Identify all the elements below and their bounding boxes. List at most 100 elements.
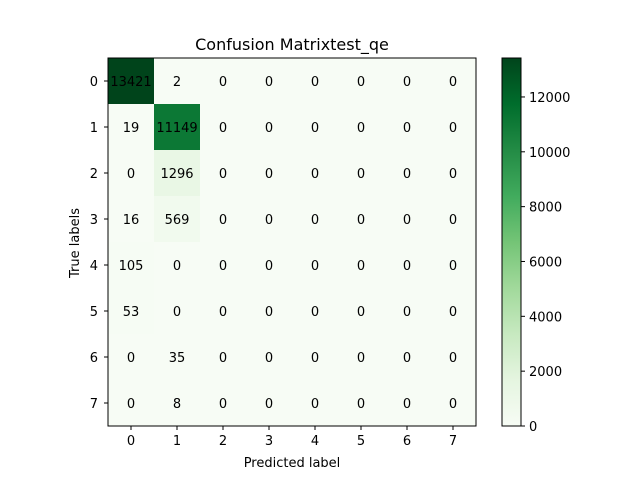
x-axis-ticks: 0 1 2 3 4 5 6 7 xyxy=(127,426,457,449)
cell-value-label: 0 xyxy=(357,213,365,228)
heatmap-cell xyxy=(338,196,385,243)
y-tick-label: 3 xyxy=(90,213,98,228)
heatmap-cell xyxy=(430,196,477,243)
y-tick-label: 7 xyxy=(90,397,98,412)
cell-value-label: 11149 xyxy=(156,121,197,136)
colorbar-tick-label: 2000 xyxy=(529,365,562,380)
cell-value-label: 0 xyxy=(265,305,273,320)
cell-value-label: 0 xyxy=(357,351,365,366)
y-tick-label: 1 xyxy=(90,121,98,136)
heatmap-cell xyxy=(246,334,293,381)
cell-value-label: 0 xyxy=(127,397,135,412)
heatmap-cell xyxy=(384,380,431,427)
heatmap-cells xyxy=(108,58,477,427)
cell-value-label: 0 xyxy=(449,121,457,136)
cell-value-label: 0 xyxy=(311,121,319,136)
heatmap-cell xyxy=(154,196,201,243)
cell-value-label: 0 xyxy=(219,351,227,366)
heatmap-cell xyxy=(338,150,385,197)
cell-value-label: 19 xyxy=(123,121,140,136)
x-tick-label: 4 xyxy=(311,434,319,449)
colorbar-tick-label: 8000 xyxy=(529,201,562,216)
y-tick-label: 6 xyxy=(90,351,98,366)
cell-value-label: 0 xyxy=(265,259,273,274)
cell-value-label: 569 xyxy=(165,213,190,228)
heatmap-cell xyxy=(292,288,339,335)
heatmap-cell xyxy=(108,380,155,427)
heatmap-cell xyxy=(154,288,201,335)
cell-value-label: 0 xyxy=(219,305,227,320)
cell-value-label: 0 xyxy=(403,305,411,320)
x-tick-label: 5 xyxy=(357,434,365,449)
cell-value-label: 0 xyxy=(403,351,411,366)
cell-value-label: 16 xyxy=(123,213,140,228)
cell-value-label: 0 xyxy=(219,259,227,274)
heatmap-cell xyxy=(200,380,247,427)
cell-value-label: 0 xyxy=(449,305,457,320)
cell-value-label: 0 xyxy=(265,121,273,136)
y-tick-label: 4 xyxy=(90,259,98,274)
cell-value-labels: 13421 2 0 0 0 0 0 0 19 11149 0 0 0 0 0 0 0 1296 0 0 0 0 0 0 16 56… xyxy=(110,75,457,412)
heatmap-cell xyxy=(430,104,477,151)
heatmap-cell xyxy=(384,150,431,197)
heatmap-cell xyxy=(384,288,431,335)
heatmap-cell xyxy=(338,242,385,289)
heatmap-cell xyxy=(108,104,155,151)
cell-value-label: 0 xyxy=(449,259,457,274)
heatmap-cell xyxy=(430,242,477,289)
cell-value-label: 2 xyxy=(173,75,181,90)
heatmap-cell xyxy=(292,58,339,105)
cell-value-label: 8 xyxy=(173,397,181,412)
heatmap-cell xyxy=(246,288,293,335)
heatmap-cell xyxy=(246,196,293,243)
y-tick-label: 0 xyxy=(90,75,98,90)
cell-value-label: 0 xyxy=(311,351,319,366)
cell-value-label: 0 xyxy=(403,121,411,136)
x-tick-label: 1 xyxy=(173,434,181,449)
heatmap-cell xyxy=(200,288,247,335)
cell-value-label: 0 xyxy=(449,397,457,412)
heatmap-cell xyxy=(154,150,201,197)
cell-value-label: 1296 xyxy=(160,167,193,182)
heatmap-cell xyxy=(430,150,477,197)
heatmap-cell xyxy=(154,104,201,151)
cell-value-label: 0 xyxy=(449,213,457,228)
y-tick-label: 2 xyxy=(90,167,98,182)
cell-value-label: 0 xyxy=(357,259,365,274)
heatmap-cell xyxy=(384,334,431,381)
heatmap-cell xyxy=(200,242,247,289)
heatmap-cell xyxy=(384,104,431,151)
cell-value-label: 0 xyxy=(127,167,135,182)
heatmap-cell xyxy=(200,334,247,381)
colorbar-tick-label: 0 xyxy=(529,420,537,435)
cell-value-label: 0 xyxy=(311,75,319,90)
cell-value-label: 0 xyxy=(403,167,411,182)
x-tick-label: 2 xyxy=(219,434,227,449)
cell-value-label: 0 xyxy=(449,75,457,90)
heatmap-cell xyxy=(246,150,293,197)
x-tick-label: 3 xyxy=(265,434,273,449)
cell-value-label: 0 xyxy=(403,213,411,228)
heatmap-cell xyxy=(292,334,339,381)
heatmap-cell xyxy=(108,196,155,243)
cell-value-label: 0 xyxy=(127,351,135,366)
heatmap-cell xyxy=(108,58,155,105)
colorbar-tick-label: 10000 xyxy=(529,146,570,161)
heatmap-cell xyxy=(292,150,339,197)
heatmap-cell xyxy=(430,58,477,105)
y-axis-ticks: 0 1 2 3 4 5 6 7 xyxy=(90,75,108,412)
heatmap-cell xyxy=(338,334,385,381)
x-tick-label: 7 xyxy=(449,434,457,449)
cell-value-label: 0 xyxy=(357,121,365,136)
cell-value-label: 0 xyxy=(265,351,273,366)
x-axis-label: Predicted label xyxy=(244,456,341,471)
cell-value-label: 0 xyxy=(265,75,273,90)
cell-value-label: 0 xyxy=(219,75,227,90)
heatmap-cell xyxy=(108,150,155,197)
cell-value-label: 0 xyxy=(449,351,457,366)
heatmap-cell xyxy=(108,288,155,335)
heatmap-cell xyxy=(430,380,477,427)
cell-value-label: 0 xyxy=(173,259,181,274)
cell-value-label: 0 xyxy=(311,305,319,320)
